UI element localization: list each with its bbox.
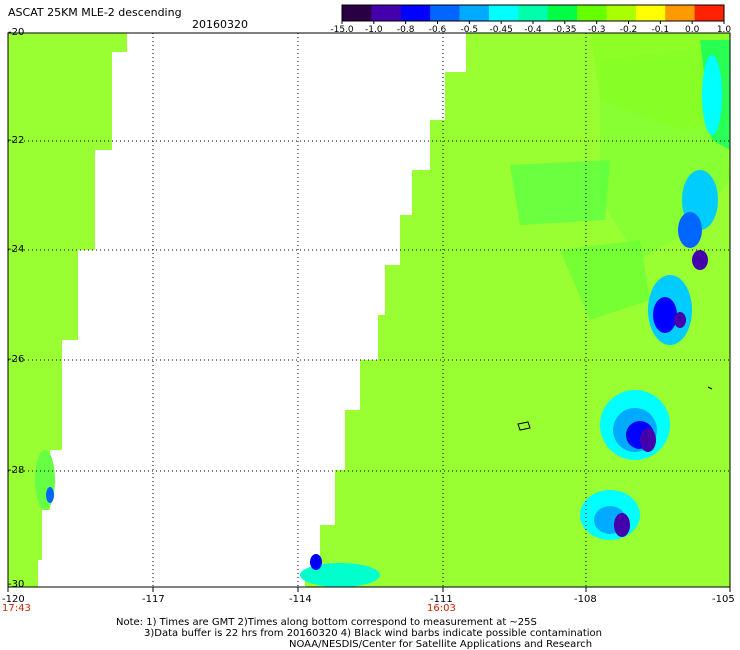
lon-label-105: -105 — [712, 594, 735, 605]
low-value-area — [674, 312, 686, 328]
island-outline — [517, 421, 531, 431]
colorbar-label: 0.0 — [684, 25, 700, 35]
colorbar-segment — [635, 5, 666, 21]
low-value-area — [678, 212, 702, 248]
low-value-area — [300, 563, 380, 587]
colorbar-segment — [400, 5, 431, 21]
lon-label-108: -108 — [574, 594, 597, 605]
lat-label-28: -28 — [8, 465, 25, 476]
low-value-area — [653, 297, 677, 333]
colorbar — [341, 4, 725, 24]
colorbar-label: -0.1 — [651, 25, 670, 35]
footnotes: Note: 1) Times are GMT 2)Times along bot… — [116, 617, 602, 650]
colorbar-label: -0.2 — [619, 25, 638, 35]
colorbar-segment — [547, 5, 578, 21]
low-value-area — [46, 487, 54, 503]
lat-label-30: -30 — [8, 579, 25, 590]
low-value-area — [640, 428, 656, 452]
low-value-area — [702, 55, 722, 135]
colorbar-label: 1.0 — [716, 25, 732, 35]
colorbar-segment — [430, 5, 461, 21]
pass-time-east: 16:03 — [427, 603, 456, 614]
map-frame — [7, 32, 731, 588]
low-value-area — [692, 250, 708, 270]
colorbar-label: -1.0 — [365, 25, 383, 35]
colorbar-segment — [665, 5, 696, 21]
colorbar-label: -0.5 — [460, 25, 479, 35]
colorbar-label: -0.6 — [428, 25, 447, 35]
colorbar-segment — [488, 5, 519, 21]
swath-data — [8, 33, 730, 587]
product-date: 20160320 — [192, 18, 248, 31]
lon-label-120: -120 — [2, 594, 25, 605]
colorbar-label: -0.8 — [396, 25, 415, 35]
wind-patch — [560, 240, 650, 320]
colorbar-label: -15.0 — [330, 25, 354, 35]
low-value-area — [310, 554, 322, 570]
colorbar-segment — [459, 5, 490, 21]
pass-time-west: 17:43 — [2, 603, 31, 614]
note-line-2: 3)Data buffer is 22 hrs from 20160320 4)… — [144, 628, 602, 639]
lat-label-26: -26 — [8, 354, 25, 365]
lon-label-111: -111 — [430, 594, 453, 605]
product-title: ASCAT 25KM MLE-2 descending — [8, 6, 182, 19]
colorbar-segment — [342, 5, 372, 21]
colorbar-label: -0.35 — [553, 25, 577, 35]
note-line-3: NOAA/NESDIS/Center for Satellite Applica… — [289, 639, 593, 650]
colorbar-label: -0.3 — [587, 25, 606, 35]
wind-patch — [590, 33, 730, 130]
wind-barb-mark — [707, 386, 713, 390]
graticule — [7, 33, 731, 592]
colorbar-segment — [694, 5, 725, 21]
colorbar-segment — [577, 5, 607, 21]
lat-label-24: -24 — [8, 244, 25, 255]
colorbar-label: -0.45 — [489, 25, 513, 35]
note-line-1: Note: 1) Times are GMT 2)Times along bot… — [116, 617, 537, 628]
colorbar-segment — [606, 5, 637, 21]
colorbar-label: -0.4 — [524, 25, 542, 35]
west-swath — [8, 33, 127, 587]
lon-label-117: -117 — [142, 594, 165, 605]
lon-label-114: -114 — [289, 594, 312, 605]
low-value-area — [614, 513, 630, 537]
colorbar-segment — [371, 5, 402, 21]
lat-label-20: -20 — [8, 27, 25, 38]
lat-label-22: -22 — [8, 135, 25, 146]
colorbar-segment — [518, 5, 549, 21]
wind-patch — [510, 160, 610, 225]
